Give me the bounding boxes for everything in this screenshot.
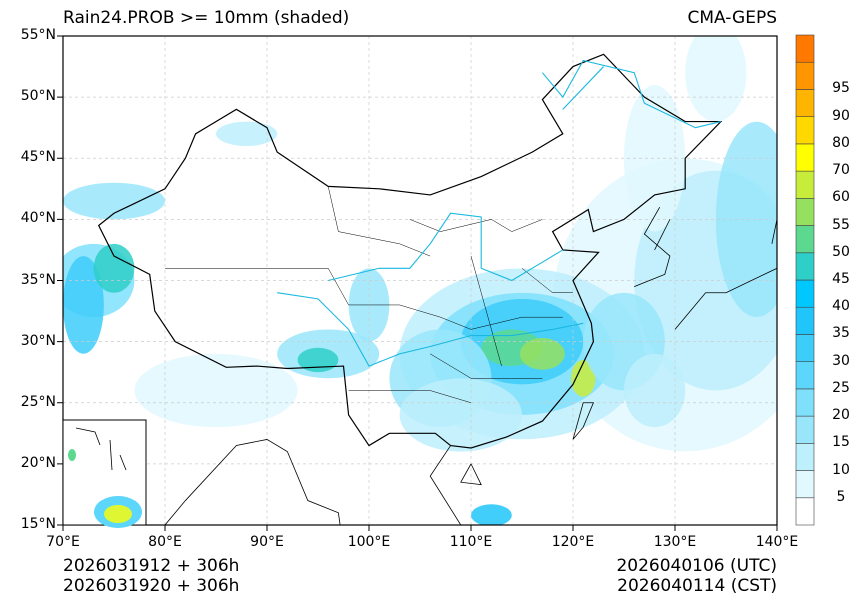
colorbar-label: 60 [832,189,850,206]
borders-coastlines [93,53,777,525]
province-border [409,219,543,232]
valid-utc: 2026040106 (UTC) [616,556,777,576]
init-utc: 2026031912 + 306h [63,556,240,576]
colorbar-label: 50 [832,243,850,260]
colorbar-label: 45 [832,271,850,287]
colorbar-segment [795,306,815,335]
province-border [430,353,543,379]
province-border [470,255,502,367]
colorbar-segment [795,252,815,281]
colorbar-label: 90 [832,107,850,124]
colorbar-label: 35 [832,325,850,342]
probability-contour [471,504,512,525]
lon-label: 100°E [347,534,391,550]
lat-label: 55°N [20,27,56,43]
colorbar-label: 55 [832,216,850,233]
lon-label: 130°E [653,534,697,550]
river [328,212,564,282]
china-border [97,53,723,449]
coastline [634,206,671,287]
colorbar-segment [795,470,815,499]
init-cst: 2026031920 + 306h [63,576,240,596]
river [277,292,584,367]
lon-label: 120°E [551,534,595,550]
colorbar-segment [795,143,815,172]
probability-contour [63,182,165,220]
map-title: Rain24.PROB >= 10mm (shaded) [63,8,350,28]
river [562,66,604,110]
colorbar-segment [795,279,815,308]
colorbar-segment [795,61,815,90]
colorbar-segment [795,388,815,417]
rain-probability-shading [63,36,777,525]
colorbar-segment [795,198,815,226]
colorbar-segment [795,34,815,63]
probability-contour [624,85,686,232]
probability-contour [216,121,278,146]
lat-label: 20°N [20,454,56,471]
lat-label: 30°N [20,332,56,349]
probability-contour [519,337,565,370]
province-border [521,268,573,293]
colorbar-segment [795,170,815,199]
coastline [93,439,341,525]
lon-label: 80°E [148,534,182,550]
colorbar-label: 10 [832,461,850,478]
probability-contour [570,360,596,397]
colorbar-segment [795,225,815,254]
inset-map [62,419,147,528]
probability-contour [93,243,135,293]
lat-label: 25°N [20,393,56,410]
lon-label: 90°E [250,534,284,550]
colorbar-label: 25 [832,379,850,396]
colorbar-label: 80 [832,134,850,151]
lat-label: 45°N [20,149,56,166]
valid-time: 2026040106 (UTC) 2026040114 (CST) [616,556,777,596]
colorbar-label: 30 [832,352,850,369]
river [541,59,722,129]
coastline [654,219,671,251]
colorbar-label: 40 [832,298,850,315]
lon-label: 140°E [755,534,799,550]
probability-contour [399,378,522,452]
colorbar [795,34,815,526]
lat-label: 35°N [20,271,56,288]
coastline [460,463,482,486]
province-border [165,268,400,306]
valid-cst: 2026040114 (CST) [617,576,777,596]
coastline [674,219,777,330]
colorbar-segment [795,116,815,145]
init-time: 2026031912 + 306h 2026031920 + 306h [63,556,239,596]
probability-contour [624,353,686,428]
colorbar-segment [795,443,815,471]
colorbar-label: 5 [836,488,846,505]
lat-label: 40°N [20,210,56,227]
province-border [348,390,472,403]
coastline [572,402,595,440]
colorbar-label: 95 [832,80,850,97]
lat-label: 15°N [20,516,56,532]
lat-label: 50°N [20,88,56,105]
colorbar-segment [795,89,815,117]
probability-contour [134,353,298,428]
colorbar-segment [795,497,815,526]
colorbar-segment [795,415,815,444]
colorbar-segment [795,361,815,390]
probability-contour [297,347,339,373]
lon-label: 110°E [449,534,493,550]
model-name: CMA-GEPS [687,8,777,28]
colorbar-label: 20 [832,407,850,424]
gridlines [63,36,777,525]
province-border [399,304,563,330]
coastline [429,445,462,525]
colorbar-label: 15 [832,434,850,451]
lon-label: 70°E [46,534,80,550]
colorbar-label: 70 [832,162,850,179]
probability-contour [685,36,747,122]
colorbar-segment [795,334,815,362]
probability-contour [715,121,777,317]
province-border [327,186,431,257]
